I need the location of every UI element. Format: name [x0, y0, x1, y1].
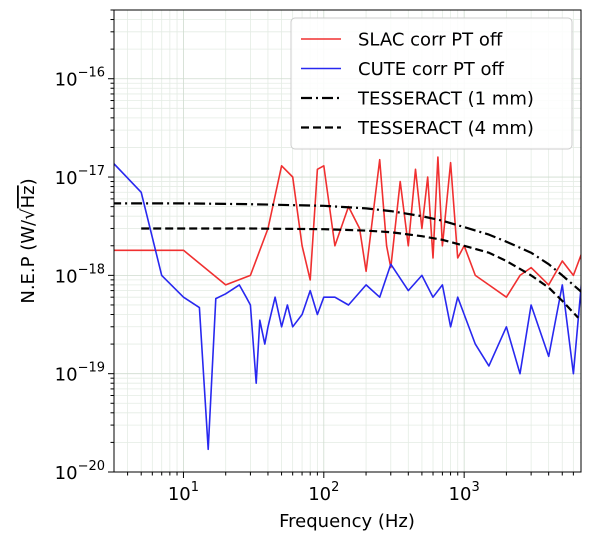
y-axis-title-prefix: N.E.P (W/ [18, 219, 39, 304]
y-axis-title-suffix: ) [18, 178, 39, 185]
series-line-1 [114, 156, 581, 299]
y-axis-title: N.E.P (W/√Hz) [18, 178, 39, 303]
y-tick-label: 10−18 [55, 262, 105, 287]
legend-label-4: TESSERACT (4 mm) [357, 118, 534, 139]
y-axis-ticks: 10−20 10−19 10−18 10−17 10−16 [55, 9, 114, 484]
legend: SLAC corr PT off CUTE corr PT off TESSERAC… [290, 17, 573, 150]
x-axis-ticks: 101 102 103 [127, 472, 574, 505]
legend-label-1: SLAC corr PT off [358, 30, 503, 51]
y-tick-label: 10−17 [55, 164, 105, 189]
series-layer [114, 156, 581, 451]
x-tick-label: 103 [449, 480, 480, 505]
x-axis-title: Frequency (Hz) [279, 511, 415, 532]
series-line-4 [141, 227, 580, 319]
y-tick-label: 10−19 [55, 361, 105, 386]
legend-box [290, 17, 573, 150]
x-tick-label: 102 [308, 480, 339, 505]
legend-label-3: TESSERACT (1 mm) [357, 89, 534, 110]
plot-frame [113, 9, 582, 473]
y-axis-title-sqrt: √ [18, 208, 39, 220]
y-axis-title-unit: Hz [18, 185, 39, 208]
y-tick-label: 10−20 [55, 459, 105, 484]
legend-label-2: CUTE corr PT off [358, 59, 505, 80]
y-tick-label: 10−16 [55, 66, 105, 91]
x-tick-label: 101 [168, 480, 199, 505]
series-line-3 [114, 202, 581, 293]
minor-gridlines [114, 9, 581, 472]
series-line-2 [114, 162, 581, 451]
